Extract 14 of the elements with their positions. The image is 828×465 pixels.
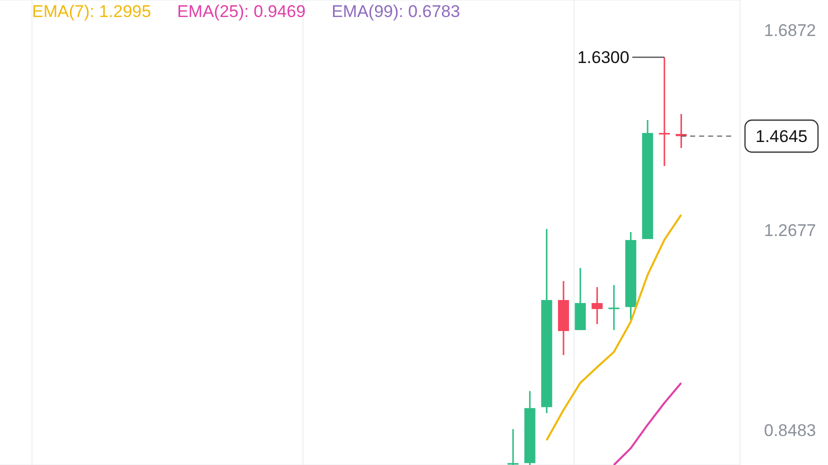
- legend-label: EMA(99): 0.6783: [332, 2, 460, 22]
- y-tick-label: 1.2677: [764, 221, 816, 240]
- y-tick-label: 0.8483: [764, 421, 816, 440]
- candlestick: [592, 286, 603, 325]
- line-series: [546, 214, 682, 442]
- candlestick: [508, 428, 519, 465]
- line-series: [612, 382, 682, 465]
- text: EMA(25): 0.9469: [177, 2, 306, 22]
- y-tick-label: 1.6872: [764, 20, 816, 40]
- candlestick: [608, 284, 620, 331]
- text: EMA(7): 1.2995: [32, 2, 152, 22]
- candlestick: [658, 56, 670, 167]
- ref-line-label: 1.4645: [756, 127, 808, 146]
- annotation: 1.6300: [577, 48, 630, 68]
